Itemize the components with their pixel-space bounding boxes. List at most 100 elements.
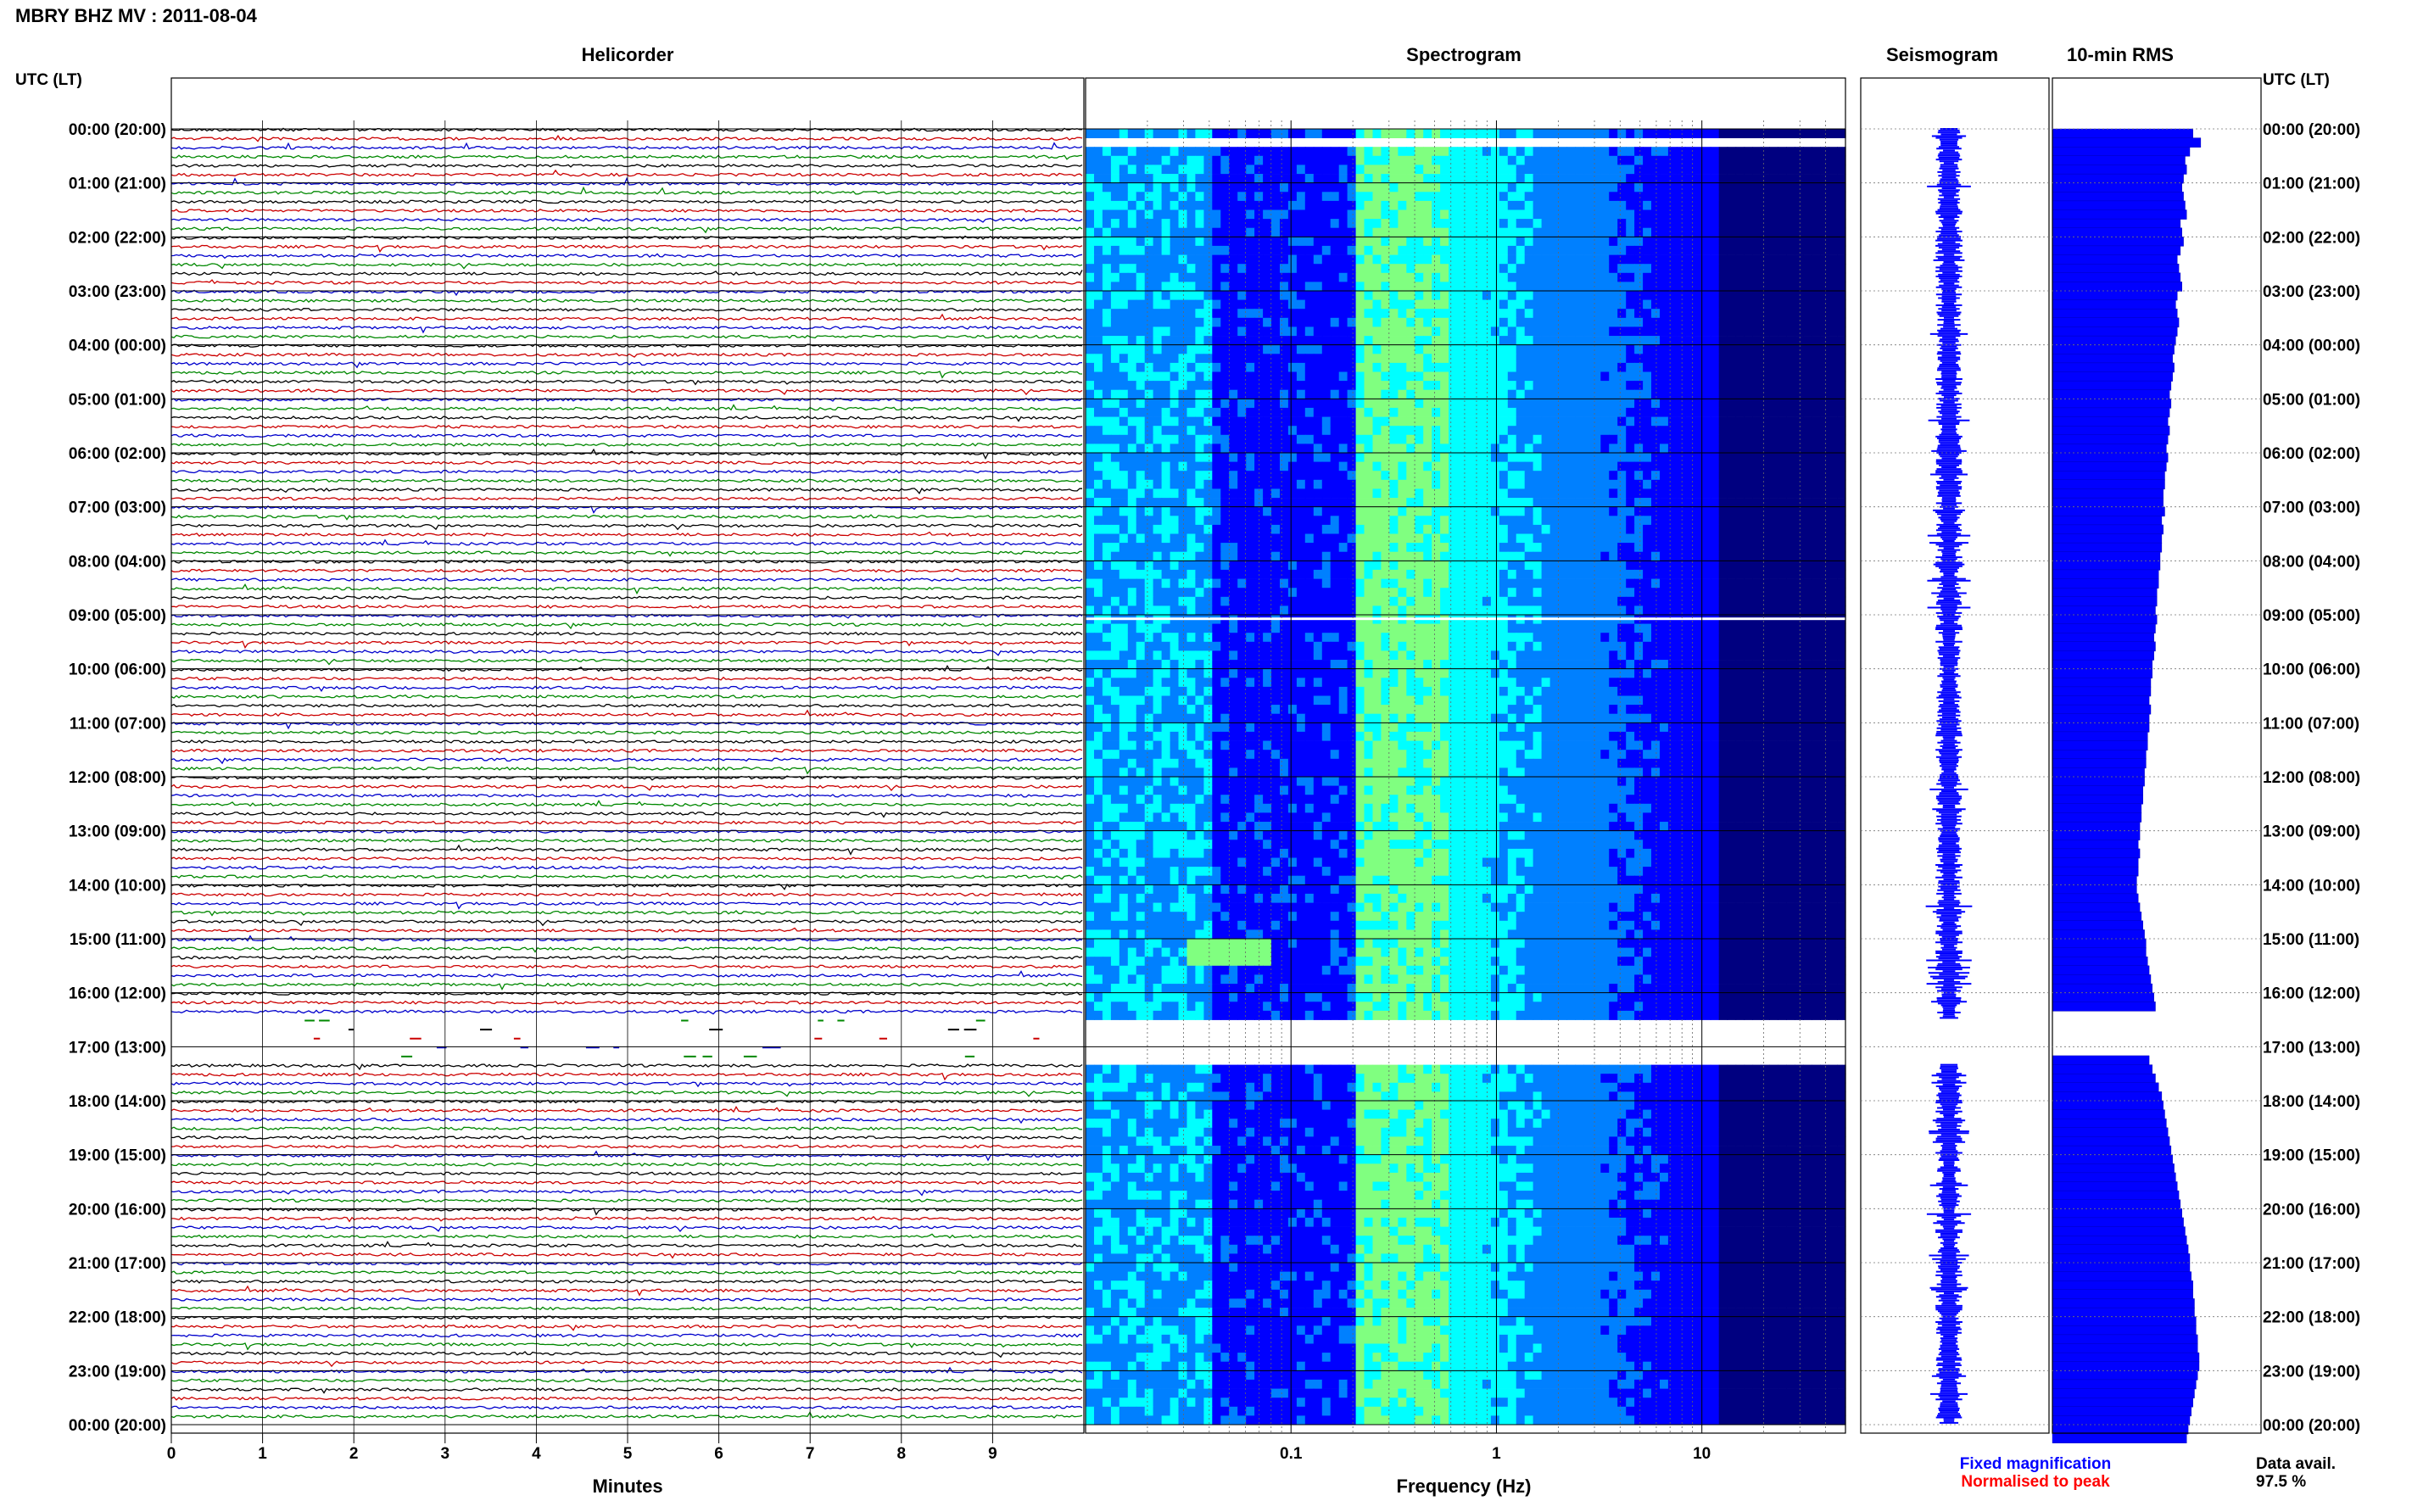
spectrogram-cell — [1145, 156, 1154, 165]
spectrogram-cell — [1600, 588, 1610, 597]
spectrogram-cell — [1187, 147, 1197, 156]
spectrogram-cell — [1559, 444, 1568, 453]
spectrogram-cell — [1728, 426, 1737, 435]
spectrogram-cell — [1136, 255, 1146, 265]
spectrogram-cell — [1634, 129, 1644, 138]
spectrogram-cell — [1617, 291, 1627, 300]
spectrogram-cell — [1288, 488, 1298, 498]
spectrogram-cell — [1736, 228, 1745, 237]
spectrogram-cell — [1803, 588, 1812, 597]
spectrogram-cell — [1195, 264, 1204, 273]
spectrogram-cell — [1559, 417, 1568, 427]
spectrogram-cell — [1170, 237, 1180, 246]
spectrogram-cell — [1348, 426, 1357, 435]
spectrogram-cell — [1499, 336, 1509, 345]
spectrogram-cell — [1288, 354, 1298, 363]
spectrogram-cell — [1609, 345, 1618, 354]
spectrogram-cell — [1634, 246, 1644, 255]
spectrogram-cell — [1162, 147, 1171, 156]
spectrogram-cell — [1119, 129, 1129, 138]
spectrogram-cell — [1212, 183, 1221, 192]
spectrogram-cell — [1795, 426, 1804, 435]
spectrogram-cell — [1449, 165, 1458, 174]
spectrogram-cell — [1179, 129, 1188, 138]
spectrogram-cell — [1094, 237, 1103, 246]
spectrogram-cell — [1136, 471, 1146, 480]
spectrogram-cell — [1432, 552, 1441, 561]
spectrogram-cell — [1499, 543, 1509, 552]
spectrogram-cell — [1432, 336, 1441, 345]
spectrogram-cell — [1491, 435, 1500, 444]
spectrogram-cell — [1195, 183, 1204, 192]
spectrogram-cell — [1812, 471, 1821, 480]
spectrogram-cell — [1533, 273, 1543, 282]
spectrogram-cell — [1187, 291, 1197, 300]
spectrogram-cell — [1373, 326, 1382, 336]
spectrogram-cell — [1288, 237, 1298, 246]
spectrogram-cell — [1423, 408, 1432, 417]
spectrogram-cell — [1829, 210, 1838, 220]
spectrogram-cell — [1103, 246, 1112, 255]
spectrogram-cell — [1365, 534, 1374, 544]
spectrogram-cell — [1516, 183, 1526, 192]
spectrogram-cell — [1812, 326, 1821, 336]
spectrogram-cell — [1651, 174, 1661, 183]
spectrogram-cell — [1263, 390, 1272, 399]
spectrogram-cell — [1423, 552, 1432, 561]
spectrogram-cell — [1550, 488, 1560, 498]
spectrogram-cell — [1288, 183, 1298, 192]
spectrogram-cell — [1322, 471, 1332, 480]
spectrogram-cell — [1474, 408, 1483, 417]
spectrogram-cell — [1406, 336, 1415, 345]
spectrogram-cell — [1829, 453, 1838, 462]
spectrogram-cell — [1314, 246, 1323, 255]
spectrogram-cell — [1212, 372, 1221, 382]
spectrogram-cell — [1103, 426, 1112, 435]
spectrogram-cell — [1229, 201, 1238, 210]
spectrogram-cell — [1634, 534, 1644, 544]
spectrogram-cell — [1220, 435, 1230, 444]
spectrogram-cell — [1550, 156, 1560, 165]
spectrogram-cell — [1533, 354, 1543, 363]
spectrogram-cell — [1288, 552, 1298, 561]
spectrogram-cell — [1331, 300, 1340, 310]
spectrogram-cell — [1415, 210, 1424, 220]
spectrogram-cell — [1508, 525, 1517, 534]
spectrogram-cell — [1466, 516, 1475, 525]
spectrogram-cell — [1829, 129, 1838, 138]
spectrogram-cell — [1677, 543, 1686, 552]
spectrogram-cell — [1339, 255, 1348, 265]
spectrogram-cell — [1288, 471, 1298, 480]
spectrogram-cell — [1203, 417, 1213, 427]
spectrogram-cell — [1373, 372, 1382, 382]
spectrogram-cell — [1440, 390, 1449, 399]
spectrogram-cell — [1753, 444, 1762, 453]
spectrogram-cell — [1786, 605, 1795, 615]
spectrogram-cell — [1086, 210, 1095, 220]
spectrogram-cell — [1271, 156, 1281, 165]
spectrogram-cell — [1837, 291, 1846, 300]
spectrogram-cell — [1331, 165, 1340, 174]
spectrogram-cell — [1128, 210, 1137, 220]
spectrogram-cell — [1356, 354, 1365, 363]
spectrogram-cell — [1803, 318, 1812, 327]
spectrogram-cell — [1516, 597, 1526, 606]
spectrogram-cell — [1356, 435, 1365, 444]
spectrogram-cell — [1271, 534, 1281, 544]
spectrogram-cell — [1432, 588, 1441, 597]
spectrogram-cell — [1212, 579, 1221, 589]
spectrogram-cell — [1499, 219, 1509, 228]
spectrogram-cell — [1745, 129, 1754, 138]
spectrogram-cell — [1263, 462, 1272, 471]
spectrogram-cell — [1634, 525, 1644, 534]
spectrogram-cell — [1575, 309, 1584, 318]
spectrogram-cell — [1626, 363, 1635, 372]
spectrogram-cell — [1263, 264, 1272, 273]
spectrogram-cell — [1423, 183, 1432, 192]
spectrogram-cell — [1263, 210, 1272, 220]
spectrogram-cell — [1432, 300, 1441, 310]
spectrogram-cell — [1567, 516, 1577, 525]
spectrogram-cell — [1297, 471, 1306, 480]
spectrogram-cell — [1094, 543, 1103, 552]
spectrogram-cell — [1677, 183, 1686, 192]
